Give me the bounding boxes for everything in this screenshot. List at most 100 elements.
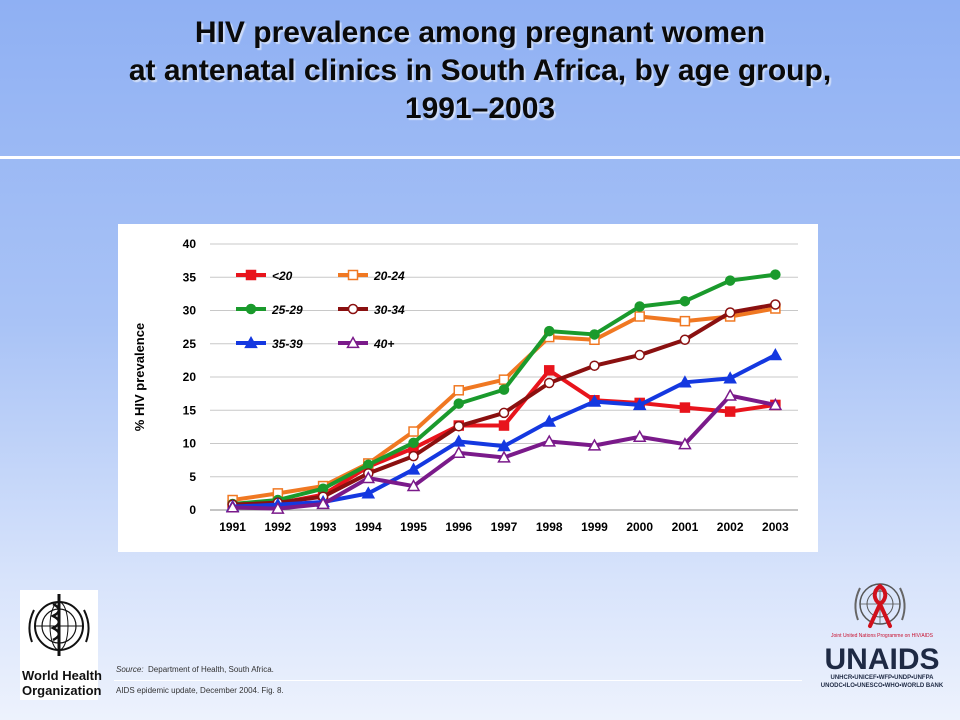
who-line-2: Organization [22,683,102,698]
source-text: Department of Health, South Africa. [148,665,274,674]
unaids-tagline: Joint United Nations Programme on HIV/AI… [831,633,933,639]
data-point [589,360,600,371]
data-point [678,375,692,388]
data-point [361,486,376,499]
data-point [724,406,736,417]
unaids-logo [854,583,906,628]
legend-label: 40+ [373,337,394,351]
data-point [451,445,466,458]
series-4 [227,299,781,510]
y-tick-label: 0 [189,503,196,517]
x-tick-label: 1993 [310,520,337,534]
data-point [361,471,376,484]
y-tick-label: 35 [183,270,197,284]
y-tick-label: 5 [189,470,196,484]
title-line-2: at antenatal clinics in South Africa, by… [128,54,832,87]
legend-label: 25-29 [271,303,303,317]
legend-item: 20-24 [338,269,405,283]
legend-item: 30-34 [338,303,405,317]
data-point [587,438,602,451]
data-point [453,398,465,409]
data-point [587,394,602,407]
legend-label: 30-34 [374,303,405,317]
data-point [723,388,737,401]
title-line-1: HIV prevalence among pregnant women [194,16,766,49]
x-tick-label: 1994 [355,520,382,534]
legend-swatch-marker [346,335,360,349]
x-tick-label: 2003 [762,520,789,534]
data-point [770,269,781,280]
data-point [406,479,421,492]
data-point [316,496,330,510]
legend-label: <20 [272,269,293,283]
data-point [679,315,691,327]
who-wordmark: World Health Organization [22,668,102,698]
data-point [406,462,421,475]
x-tick-label: 2000 [626,520,653,534]
data-point [634,349,645,361]
data-point [453,385,465,396]
source-note: Source: Department of Health, South Afri… [116,665,274,674]
data-point [363,459,374,471]
data-point [770,299,781,310]
update-note: AIDS epidemic update, December 2004. Fig… [116,686,284,695]
who-logo [20,590,98,700]
data-point [225,500,240,513]
data-point [678,437,692,450]
red-ribbon-icon [868,584,892,628]
data-point [408,426,419,437]
series-line [232,306,776,503]
series-3 [227,269,781,510]
unaids-cosponsors-2: UNODC•ILO•UNESCO•WHO•WORLD BANK [820,683,944,689]
data-point [271,501,285,514]
y-tick-label: 30 [183,304,197,318]
data-point [679,334,691,346]
data-point [632,397,647,411]
legend: <20 20-24 25-29 30-34 35-39 40+ [236,269,405,351]
title-area: HIV prevalence among pregnant women at a… [0,0,960,159]
legend-label: 35-39 [272,337,303,351]
data-point [724,275,736,286]
data-point [497,450,511,463]
chart-title: HIV prevalence among pregnant women at a… [0,14,960,128]
title-divider [0,156,960,159]
x-tick-label: 1995 [400,520,427,534]
legend-item: 40+ [338,335,394,351]
data-point [723,371,737,384]
data-point [632,429,647,442]
data-point [542,434,557,447]
legend-swatch-marker [245,269,257,281]
data-point [498,407,510,419]
y-tick-label: 25 [183,337,197,351]
legend-swatch-marker [347,269,359,281]
data-point [498,384,510,395]
series-6 [225,388,783,514]
footer-divider [114,680,802,681]
x-tick-label: 1996 [445,520,472,534]
data-point [498,420,510,431]
legend-item: <20 [236,269,293,283]
data-point [543,377,555,389]
source-label: Source: [116,665,144,674]
title-line-3: 1991–2003 [404,92,556,125]
legend-swatch-marker [347,303,359,315]
data-point [768,397,783,411]
series-line [232,302,776,507]
y-tick-label: 15 [183,403,197,417]
legend-item: 25-29 [236,303,303,317]
x-tick-label: 1991 [219,520,246,534]
data-point [498,374,510,385]
data-point [679,295,691,307]
y-tick-label: 10 [183,437,197,451]
legend-swatch-marker [245,303,257,315]
who-line-1: World Health [22,668,102,683]
x-tick-label: 2002 [717,520,744,534]
data-point [542,414,557,427]
data-point [408,450,419,462]
who-emblem-icon [28,594,90,656]
x-tick-label: 1992 [264,520,291,534]
unaids-cosponsors-1: UNHCR•UNICEF•WFP•UNDP•UNFPA [830,675,934,681]
x-tick-label: 2001 [672,520,699,534]
y-axis-label: % HIV prevalence [132,323,147,431]
data-point [634,311,645,322]
